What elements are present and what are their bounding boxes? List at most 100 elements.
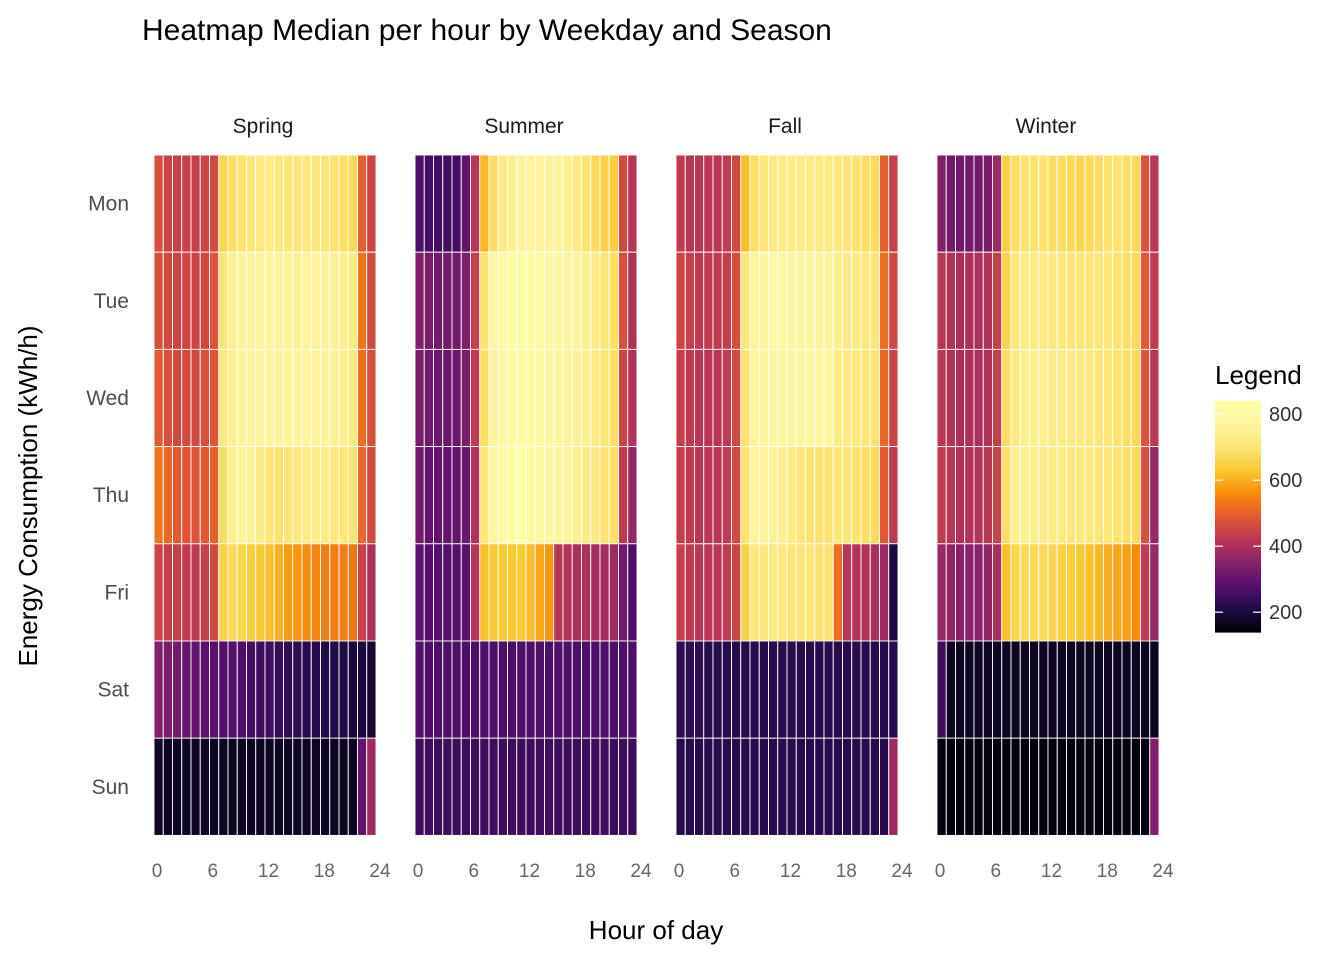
- heat-cell: [1038, 154, 1049, 253]
- x-tick-label: 0: [152, 861, 163, 882]
- heat-cell: [731, 737, 742, 836]
- heat-cell: [832, 737, 843, 836]
- heat-cell: [1130, 543, 1141, 642]
- heat-cell: [414, 154, 425, 253]
- heat-cell: [860, 348, 871, 448]
- heat-cell: [255, 543, 266, 642]
- heat-cell: [1093, 446, 1104, 545]
- heat-cell: [320, 640, 331, 739]
- heat-cell: [627, 543, 638, 642]
- heat-cell: [758, 737, 769, 836]
- heat-cell: [553, 154, 564, 253]
- heat-cell: [571, 251, 582, 350]
- heat-cell: [1140, 348, 1151, 448]
- heat-cell: [1130, 737, 1141, 836]
- heat-cell: [433, 154, 444, 253]
- legend-gradient-step: [1215, 589, 1261, 593]
- heat-cell: [627, 446, 638, 545]
- legend-gradient-step: [1215, 499, 1261, 502]
- heat-cell: [347, 251, 358, 350]
- legend-gradient-step: [1215, 476, 1261, 479]
- heat-cell: [470, 543, 481, 642]
- heat-cell: [162, 154, 173, 253]
- legend-gradient-step: [1215, 424, 1261, 427]
- heat-cell: [1093, 251, 1104, 350]
- legend-gradient-step: [1215, 583, 1261, 587]
- heat-cell: [292, 543, 303, 642]
- heat-cell: [879, 446, 890, 545]
- heat-cell: [814, 543, 825, 642]
- heat-cell: [955, 640, 966, 739]
- heat-cell: [964, 543, 975, 642]
- heat-cell: [1112, 446, 1123, 545]
- heat-cell: [534, 154, 545, 253]
- heat-cell: [1038, 348, 1049, 448]
- legend-gradient-step: [1215, 414, 1261, 417]
- heat-cell: [1112, 640, 1123, 739]
- heat-cell: [507, 154, 518, 253]
- heat-cell: [442, 543, 453, 642]
- heat-cell: [795, 251, 806, 350]
- heat-cell: [731, 640, 742, 739]
- heat-cell: [153, 446, 164, 545]
- heat-cell: [162, 640, 173, 739]
- heat-cell: [879, 348, 890, 448]
- legend-gradient-step: [1215, 578, 1261, 581]
- heat-cell: [553, 543, 564, 642]
- x-tick-label: 0: [674, 861, 685, 882]
- heat-cell: [246, 154, 257, 253]
- heat-cell: [209, 737, 220, 836]
- heat-cell: [945, 543, 956, 642]
- heat-cell: [888, 543, 899, 642]
- heat-cell: [795, 154, 806, 253]
- heat-cell: [1112, 154, 1123, 253]
- heat-cell: [694, 640, 705, 739]
- legend-gradient-step: [1215, 624, 1261, 627]
- heat-cell: [366, 154, 377, 253]
- legend-gradient-step: [1215, 495, 1261, 498]
- heat-cell: [1103, 737, 1114, 836]
- heat-cell: [860, 737, 871, 836]
- legend-gradient-step: [1215, 614, 1261, 618]
- legend-gradient-step: [1215, 555, 1261, 558]
- heat-cell: [608, 446, 619, 545]
- heat-cell: [1019, 154, 1030, 253]
- heat-cell: [721, 543, 732, 642]
- heat-cell: [982, 348, 993, 448]
- heat-cell: [684, 446, 695, 545]
- heat-cell: [283, 251, 294, 350]
- heat-cell: [982, 446, 993, 545]
- heat-cell: [525, 251, 536, 350]
- legend-gradient-step: [1215, 445, 1261, 448]
- y-tick-label: Tue: [94, 290, 129, 313]
- heat-cell: [581, 154, 592, 253]
- heat-cell: [1019, 543, 1030, 642]
- legend-gradient-step: [1215, 449, 1261, 452]
- heat-cell: [1140, 543, 1151, 642]
- heat-cell: [955, 348, 966, 448]
- heat-cell: [703, 446, 714, 545]
- heat-cell: [842, 543, 853, 642]
- heat-cell: [1121, 543, 1132, 642]
- heat-cell: [581, 348, 592, 448]
- heat-cell: [777, 640, 788, 739]
- heat-cell: [1047, 737, 1058, 836]
- heat-cell: [814, 640, 825, 739]
- heat-cell: [488, 154, 499, 253]
- legend-gradient-step: [1215, 470, 1261, 473]
- heat-cell: [423, 251, 434, 350]
- heat-cell: [712, 640, 723, 739]
- heat-cell: [964, 348, 975, 448]
- legend-gradient-step: [1215, 401, 1261, 404]
- heat-cell: [1019, 348, 1030, 448]
- heat-cell: [703, 640, 714, 739]
- heat-cell: [273, 737, 284, 836]
- heat-cell: [1130, 348, 1141, 448]
- heat-cell: [1084, 154, 1095, 253]
- x-tick-label: 6: [469, 861, 480, 882]
- heat-cell: [599, 640, 610, 739]
- heat-cell: [842, 737, 853, 836]
- heat-cell: [777, 154, 788, 253]
- legend-gradient-step: [1215, 478, 1261, 481]
- heat-cell: [255, 348, 266, 448]
